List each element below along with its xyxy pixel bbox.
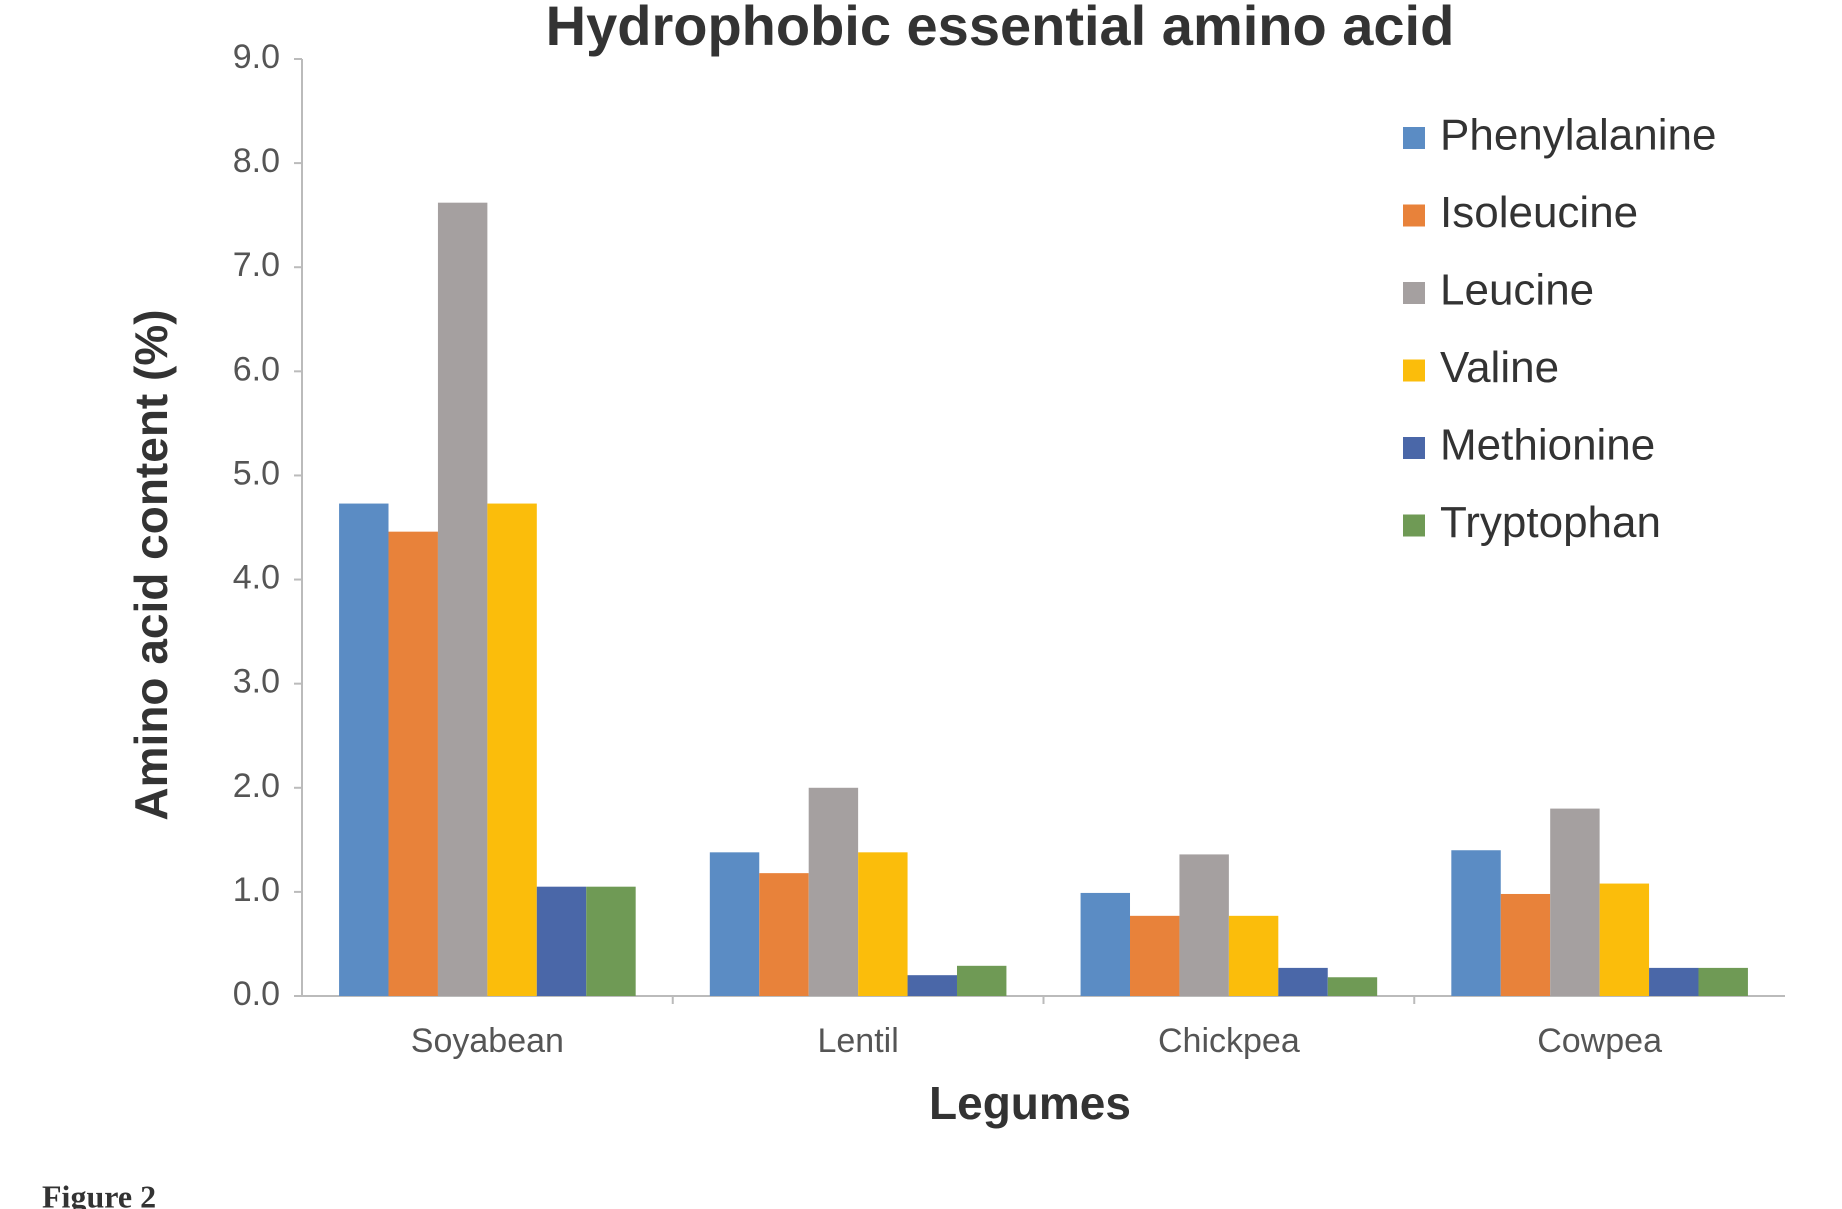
bar [1500,893,1551,996]
x-tick-label: Lentil [817,1022,898,1060]
legend-label: Tryptophan [1440,498,1661,547]
bar [1080,892,1131,996]
legend-swatch [1403,437,1425,459]
bar [907,975,957,996]
x-tick-label: Soyabean [411,1022,564,1060]
legend-label: Valine [1440,343,1559,392]
bar [1550,808,1600,996]
y-tick-label: 0.0 [233,975,280,1013]
chart-title: Hydrophobic essential amino acid [546,0,1455,57]
bar [1599,883,1650,996]
y-tick-label: 3.0 [233,663,280,701]
y-axis-label: Amino acid content (%) [125,309,177,820]
bar [339,503,389,996]
y-tick-label: 5.0 [233,454,280,492]
bar [1649,967,1699,996]
bar [586,886,636,996]
bar [1130,915,1180,996]
bar [759,873,809,996]
bar [1179,854,1229,996]
bar [956,965,1007,996]
bar [858,852,908,996]
bar [536,886,587,996]
bar [1698,967,1748,996]
bar [487,503,537,996]
y-tick-label: 7.0 [233,246,280,284]
legend-label: Isoleucine [1440,188,1638,237]
y-tick-label: 4.0 [233,559,280,597]
bar [1451,850,1501,996]
y-tick-label: 1.0 [233,871,280,909]
legend-swatch [1403,282,1425,304]
x-tick-label: Cowpea [1537,1022,1662,1060]
legend-label: Phenylalanine [1440,111,1716,160]
bar [1327,977,1378,996]
y-tick-label: 2.0 [233,767,280,805]
figure-caption: Figure 2 [42,1178,156,1209]
legend-swatch [1403,204,1425,227]
legend-swatch [1403,359,1425,382]
legend-swatch [1403,127,1425,149]
bar [437,202,488,996]
bar [1228,915,1279,996]
legend-label: Methionine [1440,421,1655,470]
y-tick-label: 9.0 [233,38,280,76]
x-axis-label: Legumes [929,1077,1131,1129]
y-tick-label: 8.0 [233,142,280,180]
bar [808,787,859,996]
y-tick-label: 6.0 [233,350,280,388]
legend-swatch [1403,514,1425,537]
x-tick-label: Chickpea [1158,1022,1300,1060]
bar [388,531,438,996]
bar [1278,967,1328,996]
bar [709,852,760,996]
legend-label: Leucine [1440,266,1594,315]
